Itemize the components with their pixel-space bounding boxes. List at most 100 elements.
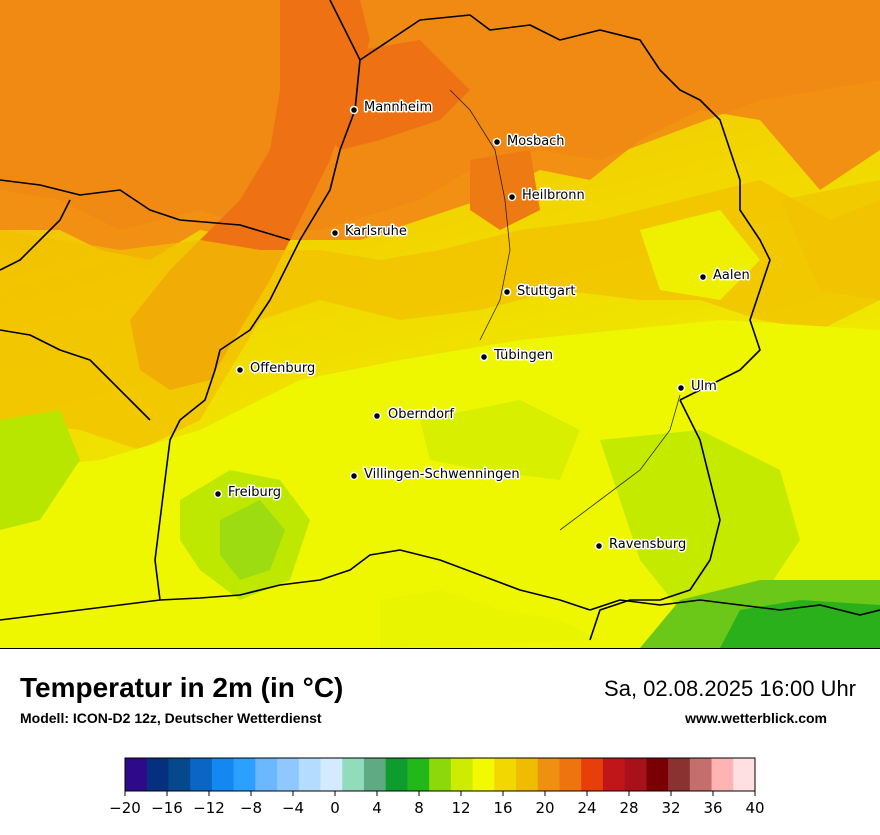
color-swatch: [342, 758, 365, 791]
color-swatch: [277, 758, 300, 791]
city-mosbach[interactable]: Mosbach: [492, 133, 566, 151]
hot-zone-mannheim: [300, 40, 470, 150]
cool-zone-lake: [380, 590, 600, 648]
cool-zone-blackforest-core: [220, 500, 285, 580]
color-swatch: [689, 758, 713, 791]
color-swatch: [168, 758, 191, 791]
scale-tick-label: 20: [535, 799, 554, 817]
city-markers: Mannheim Mosbach Heilbronn Karlsruhe Aal…: [213, 99, 751, 554]
scale-tick-label: 8: [414, 799, 424, 817]
svg-text:Mosbach: Mosbach: [507, 134, 565, 149]
color-swatch: [429, 758, 452, 791]
svg-text:Aalen: Aalen: [713, 268, 750, 283]
forecast-datetime: Sa, 02.08.2025 16:00 Uhr: [604, 676, 856, 701]
scale-tick-label: −20: [109, 799, 141, 817]
border-bavaria: [589, 399, 721, 641]
border-north: [0, 179, 291, 241]
scale-tick-label: 4: [372, 799, 382, 817]
scale-tick-label: −4: [282, 799, 304, 817]
scale-tick-label: 12: [451, 799, 470, 817]
hot-zone-heilbronn: [470, 150, 540, 230]
color-swatch: [602, 758, 626, 791]
svg-text:Tübingen: Tübingen: [493, 348, 553, 363]
color-swatch: [125, 758, 148, 791]
cool-zone-alpine-core: [720, 600, 880, 648]
color-swatch: [211, 758, 235, 791]
color-swatch: [559, 758, 582, 791]
color-swatch: [407, 758, 430, 791]
scale-tick-label: 36: [703, 799, 722, 817]
river-neckar: [449, 89, 511, 341]
cool-zone-ostalb: [640, 210, 760, 300]
border-france-north: [0, 199, 71, 271]
svg-text:Heilbronn: Heilbronn: [522, 188, 585, 203]
cool-zone-south: [600, 430, 800, 610]
color-swatch: [624, 758, 647, 791]
border-hesse: [359, 14, 771, 401]
color-swatch: [146, 758, 169, 791]
color-swatch: [494, 758, 517, 791]
scale-tick-label: 16: [493, 799, 512, 817]
color-swatch: [711, 758, 734, 791]
border-austria: [589, 599, 880, 616]
city-villingen-schwenningen[interactable]: Villingen-Schwenningen: [349, 466, 521, 484]
city-karlsruhe[interactable]: Karlsruhe: [330, 223, 408, 241]
color-swatch: [668, 758, 691, 791]
temperature-map: Mannheim Mosbach Heilbronn Karlsruhe Aal…: [0, 0, 880, 649]
color-scale-labels: −20 −16 −12 −8 −4 0 4 8 12 16 20 24 28 32 36 40: [109, 791, 765, 817]
color-swatch: [298, 758, 322, 791]
border-west-inner: [0, 329, 151, 421]
color-swatch: [385, 758, 408, 791]
city-oberndorf[interactable]: Oberndorf: [372, 406, 456, 424]
city-ravensburg[interactable]: Ravensburg: [594, 536, 688, 554]
river-danube: [559, 394, 681, 531]
svg-text:Ulm: Ulm: [691, 379, 717, 394]
city-ulm[interactable]: Ulm: [676, 378, 718, 396]
city-tuebingen[interactable]: Tübingen: [479, 347, 555, 365]
model-source: Modell: ICON-D2 12z, Deutscher Wetterdie…: [20, 710, 322, 726]
color-swatch: [646, 758, 669, 791]
color-swatch: [320, 758, 343, 791]
color-swatch: [472, 758, 495, 791]
cool-zone-swabian: [420, 400, 580, 480]
map-title: Temperatur in 2m (in °C): [20, 672, 344, 703]
city-offenburg[interactable]: Offenburg: [235, 360, 317, 378]
color-scale-swatches: [125, 758, 756, 791]
color-swatch: [450, 758, 474, 791]
color-scale-legend: −20 −16 −12 −8 −4 0 4 8 12 16 20 24 28 32 36 40: [0, 750, 880, 830]
svg-text:Villingen-Schwenningen: Villingen-Schwenningen: [364, 467, 520, 482]
color-swatch: [233, 758, 256, 791]
city-mannheim[interactable]: Mannheim: [349, 99, 434, 117]
svg-text:Mannheim: Mannheim: [364, 100, 432, 115]
color-scale-frame: [124, 757, 756, 792]
svg-text:Ravensburg: Ravensburg: [609, 537, 686, 552]
scale-tick-label: −12: [193, 799, 225, 817]
color-swatch: [516, 758, 539, 791]
svg-text:Karlsruhe: Karlsruhe: [345, 224, 407, 239]
city-freiburg[interactable]: Freiburg: [213, 484, 283, 502]
website-link[interactable]: www.wetterblick.com: [685, 710, 827, 726]
scale-tick-label: −16: [151, 799, 183, 817]
cool-zone-west: [0, 410, 80, 530]
color-swatch: [363, 758, 387, 791]
svg-text:Offenburg: Offenburg: [250, 361, 315, 376]
scale-tick-label: −8: [240, 799, 262, 817]
city-aalen[interactable]: Aalen: [698, 267, 751, 285]
svg-text:Freiburg: Freiburg: [228, 485, 281, 500]
border-swiss: [0, 549, 591, 621]
scale-tick-label: 40: [745, 799, 764, 817]
color-swatch: [733, 758, 756, 791]
svg-text:Oberndorf: Oberndorf: [388, 407, 454, 422]
city-heilbronn[interactable]: Heilbronn: [507, 187, 586, 205]
scale-tick-label: 32: [661, 799, 680, 817]
city-stuttgart[interactable]: Stuttgart: [502, 283, 577, 301]
color-swatch: [190, 758, 213, 791]
scale-tick-label: 28: [619, 799, 638, 817]
scale-tick-label: 0: [330, 799, 340, 817]
cool-zone-east: [780, 180, 880, 300]
rivers: [449, 89, 681, 531]
color-swatch: [537, 758, 560, 791]
color-swatch: [255, 758, 278, 791]
color-swatch: [581, 758, 604, 791]
svg-text:Stuttgart: Stuttgart: [517, 284, 575, 299]
